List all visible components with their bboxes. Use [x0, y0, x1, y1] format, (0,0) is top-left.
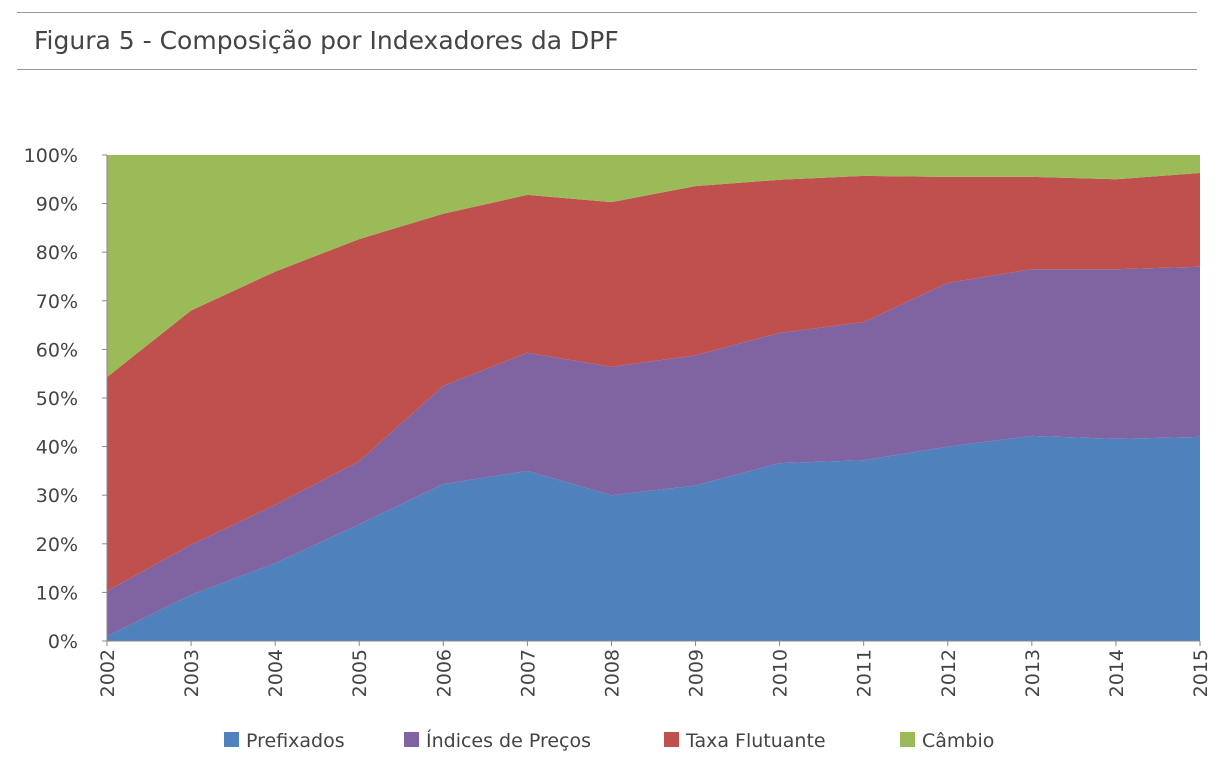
legend-label: Taxa Flutuante — [685, 730, 826, 752]
x-tick-label: 2014 — [1106, 649, 1128, 697]
x-tick-label: 2006 — [433, 649, 455, 697]
y-tick-label: 70% — [36, 291, 78, 313]
y-tick-label: 100% — [24, 145, 78, 167]
y-tick-label: 50% — [36, 388, 78, 410]
area--ndices-de-pre-os — [107, 266, 1200, 637]
x-tick-label: 2008 — [601, 649, 623, 697]
x-tick-label: 2010 — [770, 649, 792, 697]
y-tick-label: 20% — [36, 534, 78, 556]
chart-title: Figura 5 - Composição por Indexadores da… — [34, 26, 619, 55]
x-tick-label: 2004 — [265, 649, 287, 697]
legend-swatch — [900, 732, 915, 747]
legend-swatch — [224, 732, 239, 747]
x-tick-label: 2011 — [854, 649, 876, 697]
y-tick-label: 90% — [36, 194, 78, 216]
x-tick-label: 2009 — [686, 649, 708, 697]
x-tick-label: 2003 — [181, 649, 203, 697]
y-tick-label: 40% — [36, 437, 78, 459]
area-prefixados — [107, 435, 1200, 641]
x-tick-label: 2015 — [1190, 649, 1212, 697]
x-tick-label: 2002 — [97, 649, 119, 697]
legend-label: Prefixados — [246, 730, 345, 752]
y-tick-label: 80% — [36, 242, 78, 264]
top-rule — [17, 12, 1197, 13]
x-tick-label: 2013 — [1022, 649, 1044, 697]
legend-label: Índices de Preços — [426, 729, 591, 752]
legend-swatch — [664, 732, 679, 747]
y-tick-label: 0% — [48, 631, 78, 653]
area-c-mbio — [107, 155, 1200, 378]
area-taxa-flutuante — [107, 172, 1200, 591]
y-tick-label: 10% — [36, 582, 78, 604]
y-tick-label: 30% — [36, 485, 78, 507]
legend-label: Câmbio — [922, 730, 994, 752]
x-tick-label: 2012 — [938, 649, 960, 697]
y-tick-label: 60% — [36, 339, 78, 361]
legend-swatch — [404, 732, 419, 747]
x-tick-label: 2005 — [349, 649, 371, 697]
title-rule — [17, 69, 1197, 70]
x-tick-label: 2007 — [517, 649, 539, 697]
